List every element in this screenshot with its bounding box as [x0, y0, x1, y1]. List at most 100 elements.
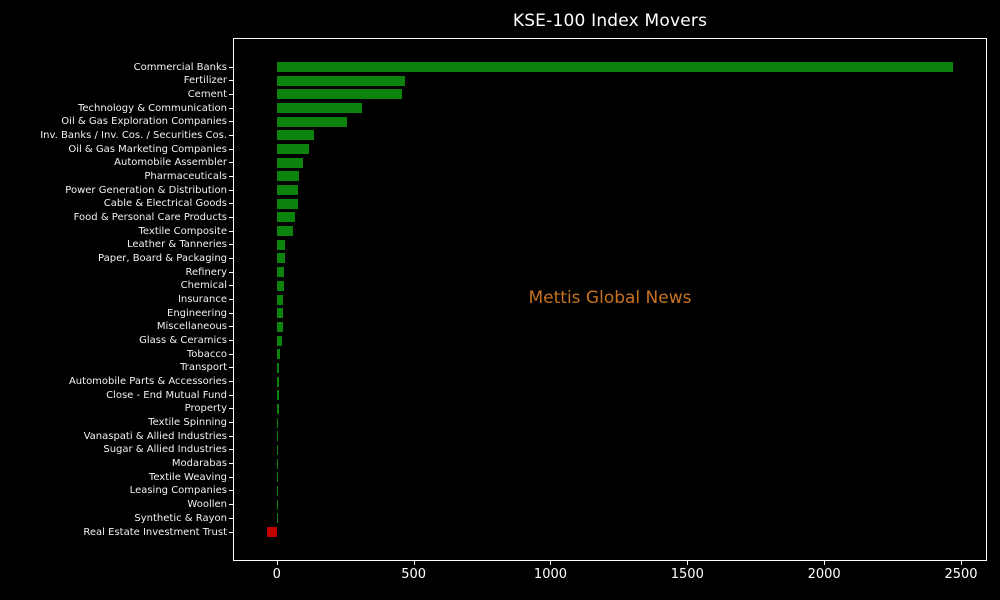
y-axis-tick [229, 244, 233, 246]
x-axis-tick [550, 561, 552, 565]
bar-positive [276, 321, 283, 332]
bar-positive [276, 417, 279, 428]
category-label: Pharmaceuticals [144, 170, 227, 182]
y-axis-tick [229, 299, 233, 300]
y-axis-tick [229, 162, 233, 164]
y-axis-tick [229, 271, 233, 273]
category-label: Commercial Banks [133, 61, 227, 73]
category-label: Paper, Board & Packaging [98, 252, 227, 264]
category-label: Leather & Tanneries [126, 239, 227, 251]
y-axis-tick [229, 504, 233, 506]
x-axis-tick-label: 2500 [944, 567, 978, 582]
bar-positive [276, 226, 293, 237]
watermark-text: Mettis Global News [528, 288, 692, 308]
x-axis-tick-label: 1000 [533, 567, 568, 582]
y-axis-tick [229, 148, 233, 150]
y-axis-tick [229, 449, 233, 451]
category-label: Transport [180, 362, 227, 374]
category-label: Engineering [167, 307, 227, 319]
y-axis-tick [229, 134, 233, 136]
y-axis-tick [229, 107, 233, 109]
bar-positive [276, 349, 280, 360]
y-axis-tick [229, 285, 233, 287]
bar-positive [276, 157, 303, 168]
y-axis-tick [229, 381, 233, 383]
category-label: Synthetic & Rayon [134, 512, 227, 524]
category-label: Automobile Parts & Accessories [68, 376, 227, 388]
y-axis-tick [229, 340, 233, 342]
x-axis-tick-label: 2000 [807, 567, 841, 582]
category-label: Oil & Gas Marketing Companies [68, 143, 227, 155]
y-axis-tick [229, 422, 233, 424]
y-axis-tick [229, 257, 233, 259]
y-axis-tick [229, 203, 233, 205]
y-axis-tick [229, 490, 233, 492]
bar-positive [276, 185, 299, 196]
y-axis-tick [229, 312, 233, 314]
category-label: Textile Composite [138, 225, 227, 237]
category-label: Sugar & Allied Industries [103, 444, 227, 456]
y-axis-tick [229, 394, 233, 396]
bar-positive [276, 89, 403, 100]
x-axis-tick [276, 561, 278, 565]
y-axis-tick [229, 175, 233, 177]
x-axis-tick [413, 561, 415, 565]
category-label: Glass & Ceramics [139, 335, 227, 347]
category-label: Modarabas [171, 458, 227, 470]
bar-positive [276, 103, 362, 114]
y-axis-tick [229, 80, 233, 82]
category-label: Inv. Banks / Inv. Cos. / Securities Cos. [40, 129, 227, 141]
bar-positive [276, 362, 280, 373]
x-axis-tick [824, 561, 826, 565]
bar-positive [276, 239, 285, 250]
y-axis-tick [229, 216, 233, 218]
bar-positive [276, 376, 280, 387]
category-label: Vanaspati & Allied Industries [83, 430, 227, 442]
category-label: Cement [187, 88, 227, 100]
x-axis-tick [687, 561, 689, 565]
y-axis-tick [229, 367, 233, 369]
y-axis-tick [229, 189, 233, 191]
plot-area-frame [233, 38, 987, 561]
category-label: Property [184, 403, 227, 415]
bar-positive [276, 144, 310, 155]
category-label: Food & Personal Care Products [73, 211, 227, 223]
bar-positive [276, 171, 299, 182]
y-axis-tick [229, 517, 233, 519]
category-label: Textile Weaving [148, 471, 227, 483]
bar-positive [276, 335, 282, 346]
bar-positive [276, 390, 279, 401]
bar-positive [276, 267, 285, 278]
category-label: Close - End Mutual Fund [106, 389, 227, 401]
category-label: Technology & Communication [78, 102, 227, 114]
bar-positive [276, 75, 405, 86]
bar-negative [267, 527, 277, 537]
y-axis-tick [229, 66, 233, 68]
category-label: Oil & Gas Exploration Companies [61, 116, 227, 128]
category-label: Insurance [177, 294, 227, 305]
bar-positive [276, 62, 953, 72]
y-axis-tick [229, 326, 233, 328]
bar-positive [276, 253, 285, 264]
chart-title: KSE-100 Index Movers [512, 11, 708, 31]
bar-positive [276, 444, 278, 455]
y-axis-tick [229, 435, 233, 437]
bar-positive [276, 280, 284, 291]
bar-positive [276, 431, 278, 442]
bar-positive [276, 294, 284, 305]
category-label: Miscellaneous [156, 321, 227, 333]
bar-positive [276, 458, 278, 469]
category-label: Real Estate Investment Trust [83, 526, 227, 538]
category-label: Cable & Electrical Goods [103, 198, 227, 210]
category-label: Refinery [185, 266, 227, 278]
x-axis-tick [961, 561, 962, 565]
category-label: Automobile Assembler [114, 157, 227, 169]
y-axis-tick [229, 476, 233, 478]
y-axis-tick [229, 121, 233, 123]
category-label: Power Generation & Distribution [65, 184, 227, 196]
category-label: Woollen [187, 499, 227, 511]
x-axis-tick-label: 500 [401, 567, 427, 582]
bar-positive [276, 198, 298, 209]
y-axis-tick [229, 463, 233, 465]
